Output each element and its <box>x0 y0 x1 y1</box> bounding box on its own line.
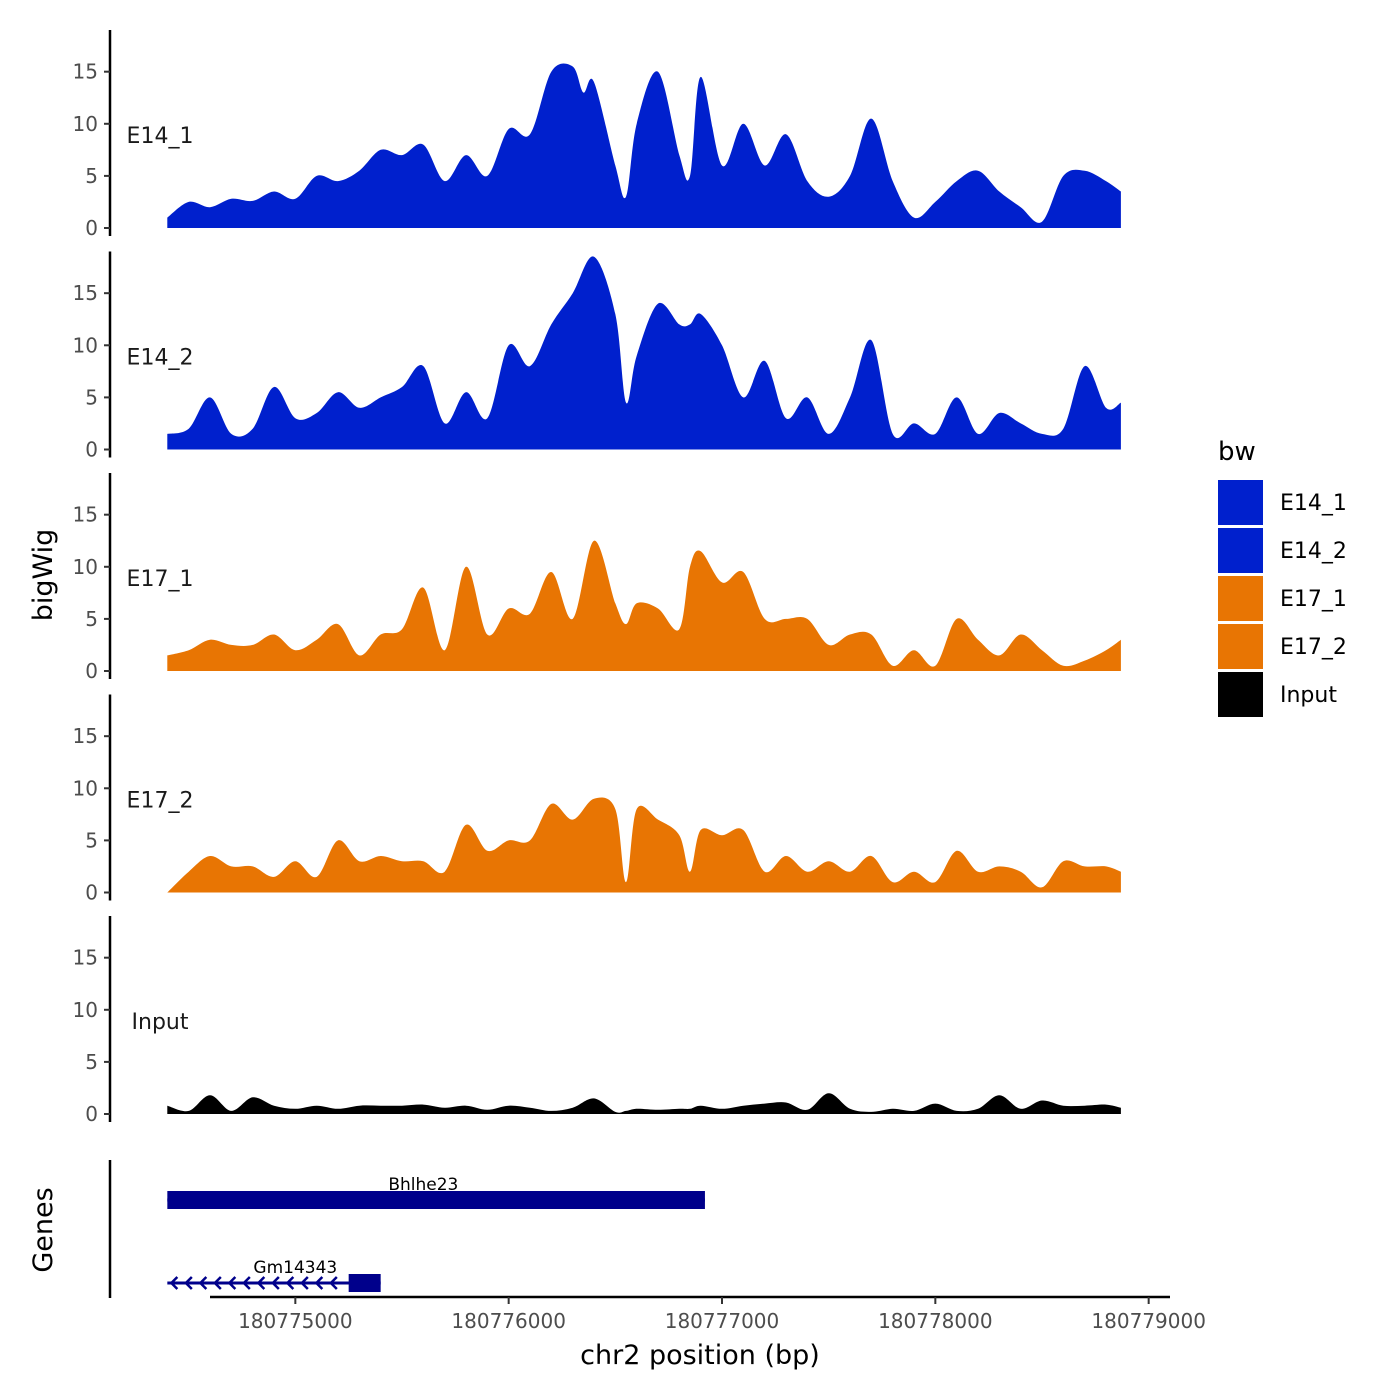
y-tick-label: 0 <box>85 881 98 905</box>
area-E14_2 <box>167 256 1121 450</box>
gene-label-Gm14343: Gm14343 <box>253 1258 337 1278</box>
legend-label-E14_1: E14_1 <box>1280 491 1347 516</box>
legend-swatch-E14_1 <box>1218 480 1263 525</box>
coverage-tracks: 0 5 10 15 E14_1 0 5 10 15 E14_2 0 5 10 15 E17_1 0 5 10 15 E… <box>73 30 1121 1126</box>
area-Input <box>167 1093 1121 1114</box>
y-axis-title: bigWig <box>28 529 59 622</box>
legend-label-E17_1: E17_1 <box>1280 587 1347 612</box>
x-axis-title: chr2 position (bp) <box>580 1340 820 1371</box>
y-tick-label: 10 <box>73 998 98 1022</box>
y-tick-label: 0 <box>85 1102 98 1126</box>
track-Input: 0 5 10 15 Input <box>73 916 1121 1126</box>
legend-swatch-E17_1 <box>1218 576 1263 621</box>
strand-arrow <box>300 1276 309 1290</box>
y-tick-label: 0 <box>85 216 98 240</box>
strand-arrow <box>314 1276 324 1290</box>
x-tick-label: 180775000 <box>238 1309 353 1333</box>
track-label-E14_2: E14_2 <box>127 346 194 371</box>
gene-exon <box>348 1274 381 1292</box>
y-tick-label: 15 <box>73 724 98 748</box>
strand-arrow <box>271 1276 280 1290</box>
strand-arrow <box>329 1276 338 1290</box>
legend-label-Input: Input <box>1280 683 1337 708</box>
track-label-E17_2: E17_2 <box>127 789 194 814</box>
y-tick-label: 15 <box>73 281 98 305</box>
x-tick-label: 180777000 <box>665 1309 780 1333</box>
y-tick-label: 5 <box>85 828 98 852</box>
legend-label-E14_2: E14_2 <box>1280 539 1347 564</box>
strand-arrow <box>227 1276 237 1290</box>
y-tick-label: 0 <box>85 438 98 462</box>
gene-Gm14343: Gm14343 <box>167 1258 381 1292</box>
y-tick-label: 10 <box>73 333 98 357</box>
legend-swatch-E17_2 <box>1218 624 1263 669</box>
gene-track: Gm14343 Bhlhe23 <box>108 1160 705 1298</box>
x-tick-label: 180779000 <box>1091 1309 1206 1333</box>
legend-swatch-Input <box>1218 672 1263 717</box>
track-E17_1: 0 5 10 15 E17_1 <box>73 473 1121 683</box>
area-E14_1 <box>167 63 1121 228</box>
strand-arrow <box>256 1276 266 1290</box>
y-tick-label: 5 <box>85 385 98 409</box>
gene-exon <box>167 1191 705 1209</box>
y-tick-label: 5 <box>85 164 98 188</box>
gene-label-Bhlhe23: Bhlhe23 <box>388 1175 458 1195</box>
gene-Bhlhe23: Bhlhe23 <box>167 1175 705 1209</box>
track-E14_1: 0 5 10 15 E14_1 <box>73 30 1121 240</box>
genes-track-title: Genes <box>28 1187 59 1272</box>
strand-arrow <box>169 1276 179 1290</box>
legend-swatch-E14_2 <box>1218 528 1263 573</box>
legend-label-E17_2: E17_2 <box>1280 635 1347 660</box>
area-E17_2 <box>167 797 1121 893</box>
track-E14_2: 0 5 10 15 E14_2 <box>73 251 1121 462</box>
y-tick-label: 15 <box>73 946 98 970</box>
legend: bw E14_1 E14_2 E17_1 E17_2 Input <box>1218 437 1347 717</box>
y-tick-label: 10 <box>73 555 98 579</box>
y-tick-label: 10 <box>73 776 98 800</box>
track-E17_2: 0 5 10 15 E17_2 <box>73 694 1121 905</box>
strand-arrow <box>198 1276 208 1290</box>
y-tick-label: 5 <box>85 607 98 631</box>
x-tick-label: 180778000 <box>878 1309 993 1333</box>
y-tick-label: 15 <box>73 503 98 527</box>
y-tick-label: 0 <box>85 659 98 683</box>
x-axis: 180775000 180776000 180777000 180778000 1807… <box>210 1295 1206 1333</box>
y-tick-label: 5 <box>85 1050 98 1074</box>
legend-title: bw <box>1218 437 1256 467</box>
y-tick-label: 15 <box>73 60 98 84</box>
track-label-Input: Input <box>132 1010 189 1035</box>
strand-arrow <box>184 1276 193 1290</box>
area-E17_1 <box>167 540 1121 671</box>
y-tick-label: 10 <box>73 112 98 136</box>
strand-arrow <box>242 1276 251 1290</box>
track-label-E14_1: E14_1 <box>127 124 194 149</box>
strand-arrow <box>285 1276 295 1290</box>
x-tick-label: 180776000 <box>451 1309 566 1333</box>
track-label-E17_1: E17_1 <box>127 567 194 592</box>
strand-arrow <box>213 1276 222 1290</box>
